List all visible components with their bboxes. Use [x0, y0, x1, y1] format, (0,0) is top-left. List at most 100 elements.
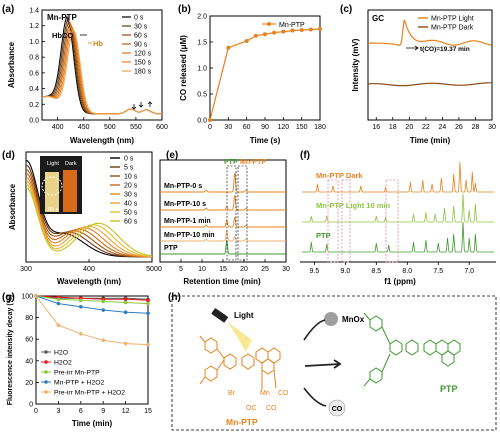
legend-entry: Mn-PTP + H2O2	[54, 380, 105, 387]
tick-label: 1.0	[29, 39, 39, 46]
tick-label: 25	[261, 266, 269, 273]
panel-a-yticks: 0.0 0.2 0.4 0.6 0.8 1.0 1.2 1.4	[29, 8, 45, 125]
legend-marker	[44, 380, 48, 384]
panel-b-letter: (b)	[178, 4, 191, 15]
trace	[160, 195, 286, 211]
series-line	[25, 183, 153, 257]
panel-e-tag-mnptp: Mn-PTP	[240, 159, 266, 166]
tick-label: 8.5	[371, 268, 381, 275]
panel-e-xlabel: Retention time (min)	[183, 277, 261, 286]
data-point	[123, 297, 128, 302]
panel-b-ylabel: CO released (μM)	[179, 35, 188, 101]
tick-label: 26	[455, 124, 463, 131]
data-point	[308, 27, 313, 32]
panel-e-box-mnptp	[237, 165, 248, 261]
series-line	[209, 28, 321, 121]
panel-b-legend: Mn-PTP	[262, 22, 305, 29]
data-point	[146, 298, 150, 303]
trace-label: Mn-PTP-1 min	[164, 218, 211, 225]
panel-g-curves	[34, 294, 150, 347]
panel-a-arrows-qband	[131, 101, 153, 110]
legend-marker	[44, 370, 48, 374]
tick-label: 30	[488, 124, 496, 131]
legend-marker	[44, 360, 48, 364]
data-point	[281, 29, 286, 34]
tick-label: 9.0	[340, 268, 350, 275]
panel-d-ylabel: Absorbance	[8, 183, 17, 230]
data-point	[290, 28, 295, 33]
panel-d-curves	[25, 160, 153, 258]
tick-label: 80	[25, 315, 33, 322]
trace	[160, 239, 286, 255]
panel-e-frame	[159, 159, 287, 263]
arrow-to-ptp	[304, 359, 342, 369]
panel-e-traces: Mn-PTP-0 s Mn-PTP-10 s Mn-PTP-1 min Mn-PTP-…	[160, 172, 286, 255]
arrow-to-co	[303, 387, 327, 407]
mnox-sphere	[324, 312, 338, 326]
trace-label: Mn-PTP-10 s	[164, 201, 206, 208]
panel-a-xticks: 400 450 500 550 600	[52, 117, 168, 131]
tick-label: 1.2	[29, 23, 39, 30]
tick-label: 150	[296, 124, 308, 131]
tick-label: 7.5	[433, 268, 443, 275]
panel-d-legend: 0 s 5 s 10 s 20 s 30 s 40 s 50 s 60 s	[110, 156, 138, 226]
tick-label: 0.4	[29, 86, 39, 93]
panel-b-xticks: 0 30 60 90 120 150 180	[208, 117, 326, 131]
panel-c-frame	[367, 9, 493, 121]
panel-b-curve	[208, 27, 322, 122]
panel-g-letter: (g)	[2, 292, 15, 303]
data-point	[299, 28, 304, 33]
panel-h-co2: CO	[266, 405, 277, 412]
tick-label: 0.2	[29, 102, 39, 109]
tick-label: 400	[83, 266, 95, 273]
tick-label: 30	[224, 124, 232, 131]
panel-g-yticks: 0 20 40 60 80 100	[21, 294, 39, 409]
tick-label: 5	[179, 266, 183, 273]
flashlight-icon	[211, 308, 252, 352]
trace	[160, 216, 286, 228]
panel-b: (b) 0.0 0.5 1.0 1.5 2.0 0 30 60 90 120 150 180 Mn-…	[178, 4, 326, 145]
tick-label: 10	[198, 266, 206, 273]
panel-f-letter: (f)	[300, 150, 310, 161]
panel-f-xlabel: f1 (ppm)	[384, 277, 416, 286]
data-point	[34, 294, 38, 298]
spectrum-label: Mn-PTP Dark	[316, 171, 363, 180]
panel-c-legend: Mn-PTP Light Mn-PTP Dark	[418, 16, 474, 32]
panel-c-tag: GC	[372, 14, 384, 23]
tick-label: 600	[156, 124, 168, 131]
tick-label: 120	[277, 124, 289, 131]
tick-label: 300	[20, 266, 32, 273]
tick-label: 12	[122, 408, 130, 415]
panel-a-letter: (a)	[2, 4, 14, 15]
data-point	[146, 301, 150, 306]
data-point	[123, 300, 128, 305]
data-point	[253, 33, 258, 38]
panel-h-oc: OC	[246, 405, 257, 412]
legend-entry: 90 s	[134, 42, 148, 49]
panel-d-letter: (d)	[2, 150, 15, 161]
legend-entry: 180 s	[134, 69, 152, 76]
data-point	[56, 323, 61, 327]
tick-label: 500	[104, 124, 116, 131]
tick-label: 400	[52, 124, 64, 131]
panel-g-ylabel: Fluorescence intensity decay (%)	[7, 295, 14, 405]
spectrum	[302, 161, 494, 193]
spectrum-label: PTP	[316, 231, 331, 240]
trace	[160, 230, 286, 242]
data-point	[244, 38, 249, 43]
panel-h-br: Br	[228, 390, 236, 397]
series-line	[41, 28, 162, 115]
legend-entry: 0 s	[124, 156, 134, 163]
panel-e-letter: (e)	[166, 150, 178, 161]
tick-label: 18	[389, 124, 397, 131]
legend-entry: 150 s	[134, 60, 152, 67]
panel-e-tag-ptp: PTP	[224, 159, 238, 166]
panel-a-legend: 0 s 30 s 60 s 90 s 120 s 150 s 180 s	[122, 15, 152, 76]
panel-h-ptp-label: PTP	[440, 384, 458, 394]
panel-c-letter: (c)	[340, 4, 352, 15]
data-point	[263, 32, 267, 37]
legend-entry: Mn-PTP Light	[431, 16, 474, 23]
trace-label: Mn-PTP-10 min	[164, 232, 215, 239]
data-point	[123, 310, 128, 315]
